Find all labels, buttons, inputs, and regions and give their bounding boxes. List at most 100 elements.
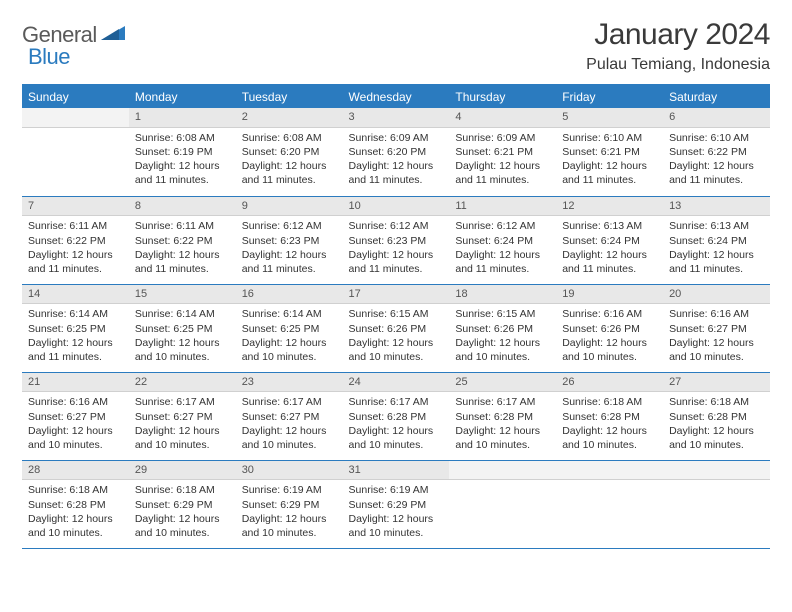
sunrise-line: Sunrise: 6:08 AM	[135, 131, 230, 145]
day-cell: 28Sunrise: 6:18 AMSunset: 6:28 PMDayligh…	[22, 460, 129, 548]
sunset-line: Sunset: 6:29 PM	[242, 498, 337, 512]
daylight-line: Daylight: 12 hours and 11 minutes.	[135, 159, 230, 187]
day-content	[556, 480, 663, 530]
day-content: Sunrise: 6:18 AMSunset: 6:29 PMDaylight:…	[129, 480, 236, 546]
day-number: 20	[663, 285, 770, 305]
daylight-line: Daylight: 12 hours and 11 minutes.	[562, 159, 657, 187]
day-number: 21	[22, 373, 129, 393]
daylight-line: Daylight: 12 hours and 10 minutes.	[242, 512, 337, 540]
daylight-line: Daylight: 12 hours and 10 minutes.	[349, 512, 444, 540]
calendar-row: 7Sunrise: 6:11 AMSunset: 6:22 PMDaylight…	[22, 196, 770, 284]
sunrise-line: Sunrise: 6:10 AM	[562, 131, 657, 145]
header: General January 2024 Pulau Temiang, Indo…	[22, 18, 770, 74]
sunrise-line: Sunrise: 6:13 AM	[669, 219, 764, 233]
day-content: Sunrise: 6:14 AMSunset: 6:25 PMDaylight:…	[22, 304, 129, 370]
day-cell: 18Sunrise: 6:15 AMSunset: 6:26 PMDayligh…	[449, 284, 556, 372]
sunset-line: Sunset: 6:28 PM	[28, 498, 123, 512]
sunset-line: Sunset: 6:22 PM	[669, 145, 764, 159]
day-cell: 5 Sunrise: 6:10 AMSunset: 6:21 PMDaylight…	[556, 108, 663, 196]
day-cell: 13Sunrise: 6:13 AMSunset: 6:24 PMDayligh…	[663, 196, 770, 284]
day-content: Sunrise: 6:17 AMSunset: 6:28 PMDaylight:…	[449, 392, 556, 458]
sunset-line: Sunset: 6:22 PM	[135, 234, 230, 248]
day-cell: 19Sunrise: 6:16 AMSunset: 6:26 PMDayligh…	[556, 284, 663, 372]
sunset-line: Sunset: 6:26 PM	[455, 322, 550, 336]
sunrise-line: Sunrise: 6:16 AM	[669, 307, 764, 321]
empty-cell	[449, 460, 556, 548]
weekday-header: Thursday	[449, 85, 556, 108]
daylight-line: Daylight: 12 hours and 11 minutes.	[28, 336, 123, 364]
day-content: Sunrise: 6:13 AMSunset: 6:24 PMDaylight:…	[556, 216, 663, 282]
sunset-line: Sunset: 6:25 PM	[135, 322, 230, 336]
day-number: 29	[129, 461, 236, 481]
day-cell: 30Sunrise: 6:19 AMSunset: 6:29 PMDayligh…	[236, 460, 343, 548]
daylight-line: Daylight: 12 hours and 11 minutes.	[349, 248, 444, 276]
day-cell: 15Sunrise: 6:14 AMSunset: 6:25 PMDayligh…	[129, 284, 236, 372]
sunset-line: Sunset: 6:27 PM	[242, 410, 337, 424]
sunset-line: Sunset: 6:25 PM	[242, 322, 337, 336]
day-cell: 14Sunrise: 6:14 AMSunset: 6:25 PMDayligh…	[22, 284, 129, 372]
day-number: 30	[236, 461, 343, 481]
day-content: Sunrise: 6:08 AMSunset: 6:19 PMDaylight:…	[129, 128, 236, 194]
sunset-line: Sunset: 6:24 PM	[669, 234, 764, 248]
day-cell: 2Sunrise: 6:08 AMSunset: 6:20 PMDaylight…	[236, 108, 343, 196]
calendar-row: 1Sunrise: 6:08 AMSunset: 6:19 PMDaylight…	[22, 108, 770, 196]
day-cell: 24Sunrise: 6:17 AMSunset: 6:28 PMDayligh…	[343, 372, 450, 460]
day-cell: 22Sunrise: 6:17 AMSunset: 6:27 PMDayligh…	[129, 372, 236, 460]
sunset-line: Sunset: 6:21 PM	[562, 145, 657, 159]
daylight-line: Daylight: 12 hours and 11 minutes.	[455, 159, 550, 187]
weekday-header: Friday	[556, 85, 663, 108]
daylight-line: Daylight: 12 hours and 11 minutes.	[28, 248, 123, 276]
sunset-line: Sunset: 6:22 PM	[28, 234, 123, 248]
sunset-line: Sunset: 6:24 PM	[562, 234, 657, 248]
day-cell: 6Sunrise: 6:10 AMSunset: 6:22 PMDaylight…	[663, 108, 770, 196]
day-cell: 29Sunrise: 6:18 AMSunset: 6:29 PMDayligh…	[129, 460, 236, 548]
sunrise-line: Sunrise: 6:13 AM	[562, 219, 657, 233]
empty-cell	[556, 460, 663, 548]
sunrise-line: Sunrise: 6:19 AM	[349, 483, 444, 497]
sunset-line: Sunset: 6:27 PM	[28, 410, 123, 424]
day-content: Sunrise: 6:16 AMSunset: 6:26 PMDaylight:…	[556, 304, 663, 370]
daylight-line: Daylight: 12 hours and 11 minutes.	[669, 248, 764, 276]
day-number: 5	[556, 108, 663, 128]
sunrise-line: Sunrise: 6:08 AM	[242, 131, 337, 145]
day-content: Sunrise: 6:18 AMSunset: 6:28 PMDaylight:…	[663, 392, 770, 458]
day-content	[663, 480, 770, 530]
sunset-line: Sunset: 6:28 PM	[669, 410, 764, 424]
sunrise-line: Sunrise: 6:17 AM	[242, 395, 337, 409]
day-content: Sunrise: 6:16 AMSunset: 6:27 PMDaylight:…	[22, 392, 129, 458]
daylight-line: Daylight: 12 hours and 10 minutes.	[669, 424, 764, 452]
day-content: Sunrise: 6:10 AMSunset: 6:22 PMDaylight:…	[663, 128, 770, 194]
sunset-line: Sunset: 6:28 PM	[349, 410, 444, 424]
day-content: Sunrise: 6:17 AMSunset: 6:28 PMDaylight:…	[343, 392, 450, 458]
day-content: Sunrise: 6:18 AMSunset: 6:28 PMDaylight:…	[556, 392, 663, 458]
daylight-line: Daylight: 12 hours and 10 minutes.	[455, 336, 550, 364]
daylight-line: Daylight: 12 hours and 10 minutes.	[135, 512, 230, 540]
day-content: Sunrise: 6:08 AMSunset: 6:20 PMDaylight:…	[236, 128, 343, 194]
day-number: 8	[129, 197, 236, 217]
day-content: Sunrise: 6:09 AMSunset: 6:20 PMDaylight:…	[343, 128, 450, 194]
sunrise-line: Sunrise: 6:18 AM	[28, 483, 123, 497]
day-content	[449, 480, 556, 530]
day-content: Sunrise: 6:19 AMSunset: 6:29 PMDaylight:…	[236, 480, 343, 546]
daylight-line: Daylight: 12 hours and 10 minutes.	[135, 336, 230, 364]
sunrise-line: Sunrise: 6:17 AM	[135, 395, 230, 409]
daylight-line: Daylight: 12 hours and 10 minutes.	[562, 336, 657, 364]
daylight-line: Daylight: 12 hours and 10 minutes.	[455, 424, 550, 452]
sunset-line: Sunset: 6:27 PM	[135, 410, 230, 424]
day-cell: 4Sunrise: 6:09 AMSunset: 6:21 PMDaylight…	[449, 108, 556, 196]
sunrise-line: Sunrise: 6:09 AM	[455, 131, 550, 145]
day-cell: 1Sunrise: 6:08 AMSunset: 6:19 PMDaylight…	[129, 108, 236, 196]
calendar-table: SundayMondayTuesdayWednesdayThursdayFrid…	[22, 84, 770, 549]
day-content: Sunrise: 6:19 AMSunset: 6:29 PMDaylight:…	[343, 480, 450, 546]
daylight-line: Daylight: 12 hours and 10 minutes.	[562, 424, 657, 452]
sunset-line: Sunset: 6:20 PM	[349, 145, 444, 159]
day-content: Sunrise: 6:12 AMSunset: 6:23 PMDaylight:…	[236, 216, 343, 282]
day-number: 28	[22, 461, 129, 481]
day-content: Sunrise: 6:13 AMSunset: 6:24 PMDaylight:…	[663, 216, 770, 282]
daylight-line: Daylight: 12 hours and 11 minutes.	[242, 248, 337, 276]
daylight-line: Daylight: 12 hours and 10 minutes.	[669, 336, 764, 364]
day-cell: 9Sunrise: 6:12 AMSunset: 6:23 PMDaylight…	[236, 196, 343, 284]
sunrise-line: Sunrise: 6:12 AM	[242, 219, 337, 233]
day-number: 31	[343, 461, 450, 481]
day-number: 27	[663, 373, 770, 393]
